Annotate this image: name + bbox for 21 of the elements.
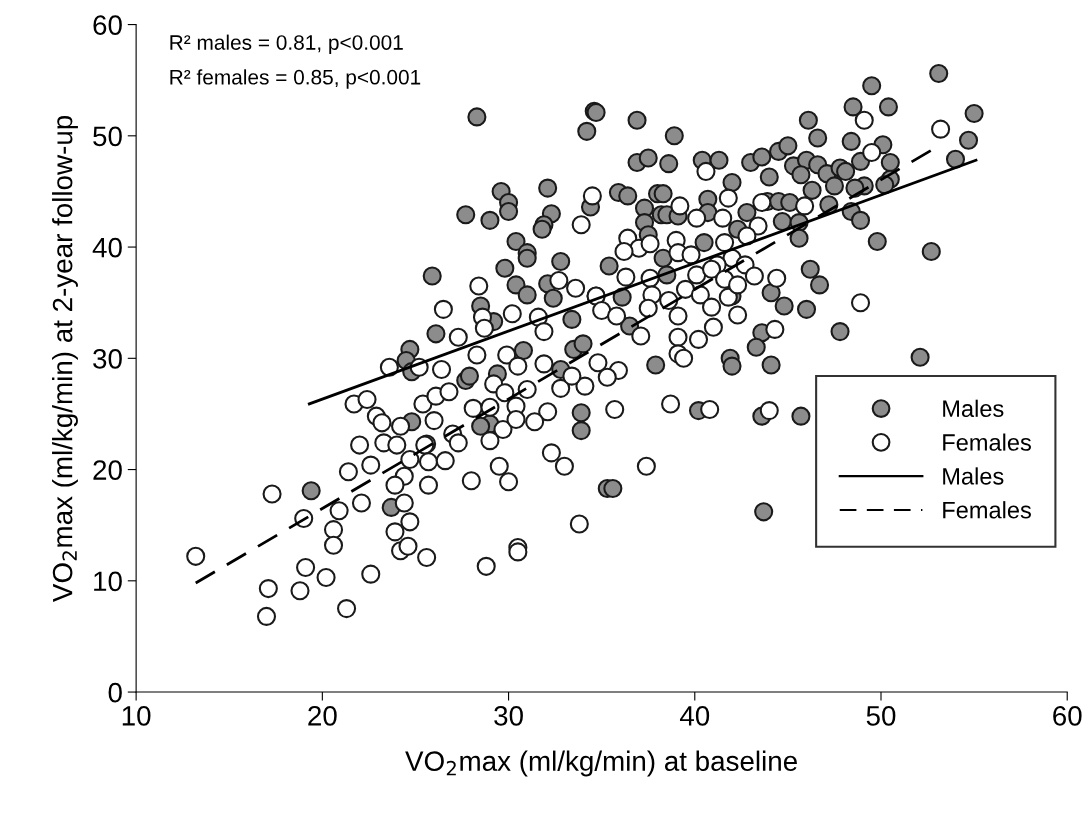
x-axis-title: VO$_{2}$max (ml/kg/min) at baseline — [405, 750, 797, 777]
y-tick-label: 50 — [93, 126, 122, 147]
y-axis-title: VO$_{2}$max (ml/kg/min) at 2-year follow-up — [52, 115, 78, 602]
legend-label: Females — [943, 433, 1031, 451]
annotation: R² females = 0.85, p<0.001 — [170, 69, 421, 89]
annotation: R² males = 0.81, p<0.001 — [170, 34, 403, 54]
x-tick-label: 20 — [308, 705, 337, 726]
x-tick-label: 60 — [1053, 705, 1082, 726]
y-tick-label: 40 — [92, 237, 122, 258]
legend-label: Males — [943, 467, 1004, 485]
y-tick-label: 60 — [93, 15, 122, 35]
y-tick-label: 30 — [93, 348, 122, 369]
x-tick-label: 10 — [122, 705, 151, 726]
x-tick-label: 30 — [494, 705, 523, 726]
x-tick-label: 40 — [679, 705, 710, 726]
legend-label: Females — [943, 501, 1031, 519]
y-tick-label: 0 — [108, 682, 122, 703]
y-tick-label: 20 — [93, 460, 122, 480]
y-tick-label: 10 — [94, 571, 122, 592]
x-tick-label: 50 — [866, 705, 896, 726]
legend-label: Males — [943, 399, 1004, 418]
